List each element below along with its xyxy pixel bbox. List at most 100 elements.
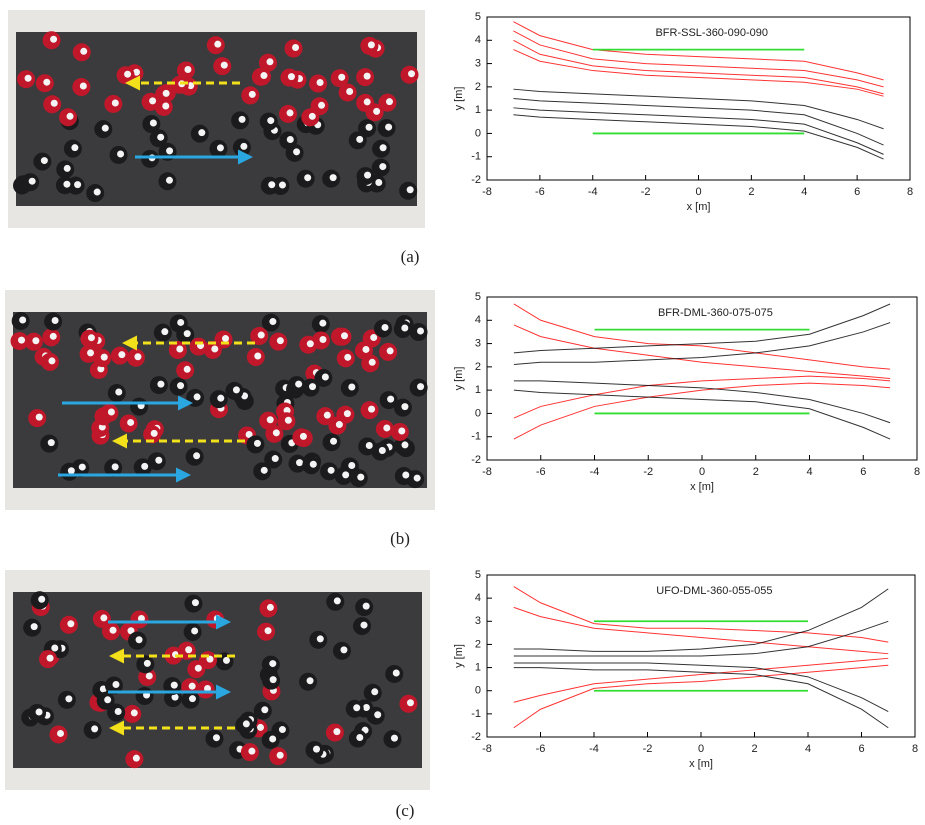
x-tick-label: 6: [858, 743, 864, 755]
head: [94, 189, 101, 196]
y-axis-label: y [m]: [453, 87, 465, 111]
head: [166, 177, 173, 184]
y-tick-label: -2: [471, 174, 481, 186]
head: [417, 383, 424, 390]
head: [319, 320, 326, 327]
head: [131, 709, 138, 716]
y-tick-label: -1: [471, 151, 481, 163]
y-tick-label: 3: [475, 615, 481, 627]
head: [272, 455, 279, 462]
head: [285, 417, 292, 424]
head: [68, 467, 75, 474]
y-axis-label: y [m]: [453, 367, 465, 391]
y-tick-label: 5: [475, 569, 481, 581]
head: [243, 720, 250, 727]
head: [133, 755, 140, 762]
head: [330, 438, 337, 445]
x-tick-label: -8: [482, 743, 492, 755]
head: [379, 447, 386, 454]
head: [189, 683, 196, 690]
trajectory: [514, 383, 890, 439]
head: [353, 704, 360, 711]
head: [258, 332, 265, 339]
head: [407, 699, 414, 706]
x-tick-label: 0: [698, 743, 704, 755]
head: [254, 353, 261, 360]
y-tick-label: 3: [475, 57, 481, 69]
head: [64, 165, 71, 172]
head: [52, 317, 59, 324]
head: [277, 752, 284, 759]
head: [293, 148, 300, 155]
head: [118, 351, 125, 358]
head: [279, 182, 286, 189]
head: [338, 74, 345, 81]
y-tick-label: 0: [475, 685, 481, 697]
head: [184, 366, 191, 373]
head: [162, 102, 169, 109]
x-tick-label: 4: [805, 743, 811, 755]
head: [141, 463, 148, 470]
head: [211, 345, 218, 352]
y-tick-label: -2: [471, 731, 481, 743]
head: [414, 475, 421, 482]
head: [149, 97, 156, 104]
head: [402, 472, 409, 479]
head: [307, 677, 314, 684]
head: [319, 336, 326, 343]
head: [38, 596, 45, 603]
head: [134, 353, 141, 360]
head: [80, 83, 87, 90]
plot-title: BFR-DML-360-075-075: [658, 307, 773, 319]
head: [417, 328, 424, 335]
head: [192, 599, 199, 606]
x-tick-label: -6: [536, 466, 546, 478]
head: [309, 383, 316, 390]
head: [157, 381, 164, 388]
head: [296, 459, 303, 466]
head: [407, 186, 414, 193]
y-tick-label: 3: [475, 337, 481, 349]
x-tick-label: 6: [860, 466, 866, 478]
y-tick-label: 0: [475, 407, 481, 419]
head: [184, 66, 191, 73]
head: [267, 416, 274, 423]
head: [136, 636, 143, 643]
head: [176, 346, 183, 353]
head: [318, 102, 325, 109]
x-tick-label: 8: [907, 186, 913, 198]
head: [177, 382, 184, 389]
x-tick-label: -6: [536, 743, 546, 755]
head: [269, 318, 276, 325]
head: [47, 655, 54, 662]
head: [214, 41, 221, 48]
head: [19, 316, 26, 323]
head: [292, 44, 299, 51]
head: [295, 381, 302, 388]
head: [333, 728, 340, 735]
head: [375, 179, 382, 186]
head: [157, 134, 164, 141]
head: [51, 100, 58, 107]
x-tick-label: -4: [590, 466, 600, 478]
head: [36, 414, 43, 421]
head: [48, 439, 55, 446]
head: [80, 48, 87, 55]
head: [368, 41, 375, 48]
head: [340, 646, 347, 653]
head: [304, 174, 311, 181]
head: [100, 614, 107, 621]
x-tick-label: 0: [695, 186, 701, 198]
head: [249, 91, 256, 98]
head: [50, 36, 57, 43]
x-tick-label: 2: [748, 186, 754, 198]
head: [324, 412, 331, 419]
caption: (c): [396, 801, 415, 820]
head: [267, 604, 274, 611]
head: [391, 735, 398, 742]
head: [287, 136, 294, 143]
head: [223, 657, 230, 664]
head: [161, 328, 168, 335]
head: [356, 734, 363, 741]
head: [398, 427, 405, 434]
